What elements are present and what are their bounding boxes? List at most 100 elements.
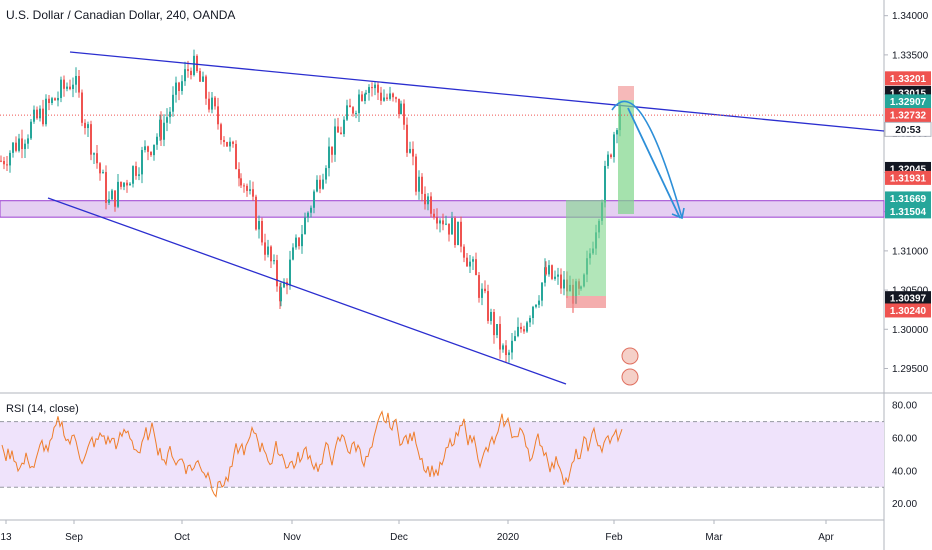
candle-body [60, 79, 62, 98]
price-tag-bg [885, 191, 931, 206]
candle-body [541, 282, 543, 301]
candle-body [322, 179, 324, 189]
candle-body [87, 124, 89, 129]
candle-body [526, 322, 528, 332]
candle-body [514, 336, 516, 341]
candle-body [301, 234, 303, 247]
price-tag: 1.33201 [885, 71, 931, 86]
x-tick-label: 13 [0, 532, 12, 543]
x-tick-label: Mar [705, 532, 723, 543]
candle-body [223, 139, 225, 143]
candle-body [298, 237, 300, 247]
price-tag: 1.31931 [885, 170, 931, 185]
candle-body [427, 196, 429, 205]
candle-body [120, 181, 122, 187]
price-tag-label: 1.32907 [890, 97, 927, 108]
candle-body [264, 242, 266, 255]
rsi-tick-label: 40.00 [892, 466, 917, 477]
candle-body [517, 326, 519, 337]
candle-body [523, 329, 525, 332]
candle-body [616, 130, 618, 135]
event-icon-flag [621, 368, 639, 386]
candle-body [249, 189, 251, 191]
candle-body [270, 246, 272, 262]
price-tag-bg [885, 204, 931, 219]
candle-body [220, 124, 222, 140]
candle-body [368, 87, 370, 93]
candle-body [604, 165, 606, 203]
price-tag-bg [884, 121, 932, 137]
candle-body [557, 274, 559, 277]
candle-body [48, 98, 50, 104]
x-tick-label: Dec [390, 532, 408, 543]
candle-body [310, 207, 312, 213]
rsi-band [0, 421, 884, 488]
candle-body [460, 221, 462, 247]
candle-body [129, 183, 131, 186]
candle-body [493, 311, 495, 336]
candle-body [307, 212, 309, 218]
candle-body [548, 265, 550, 275]
price-tag-bg [885, 108, 931, 123]
support-zone [0, 200, 885, 218]
candle-body [374, 84, 376, 89]
candle-body [613, 134, 615, 158]
price-tag-label: 1.30397 [890, 294, 927, 305]
candle-body [418, 176, 420, 192]
candle-body [15, 142, 17, 151]
candle-body [235, 143, 237, 170]
price-tag: 20:53 [884, 121, 932, 137]
price-tag: 1.30240 [885, 303, 931, 318]
long-position-loss [566, 296, 606, 308]
candle-body [126, 182, 128, 186]
price-tag-label: 1.31669 [890, 194, 927, 205]
candle-body [610, 154, 612, 158]
candle-body [607, 154, 609, 166]
candle-body [364, 93, 366, 102]
candle-body [90, 124, 92, 155]
y-tick-label: 1.30000 [892, 325, 929, 336]
price-tag: 1.30397 [885, 291, 931, 306]
price-tag-label: 1.33201 [890, 74, 927, 85]
candle-body [84, 122, 86, 129]
candle-body [545, 267, 547, 275]
price-tag: 1.31669 [885, 191, 931, 206]
candle-body [499, 323, 501, 350]
candle-body [39, 108, 41, 119]
candle-body [535, 304, 537, 307]
candle-body [472, 259, 474, 262]
candle-body [445, 223, 447, 225]
upper-trendline [69, 51, 885, 132]
forecast-arrow [627, 107, 681, 219]
candle-body [267, 246, 269, 255]
candle-body [380, 92, 382, 101]
candle-body [424, 193, 426, 205]
candle-body [156, 136, 158, 145]
candle-body [398, 98, 400, 115]
candle-body [96, 153, 98, 164]
candle-body [135, 166, 137, 176]
candle-body [27, 138, 29, 144]
price-tag-bg [885, 170, 931, 185]
y-tick-label: 1.34000 [892, 11, 929, 22]
price-tag-label: 1.33015 [890, 88, 927, 99]
x-tick-label: Sep [65, 532, 83, 543]
candle-body [487, 291, 489, 321]
candle-body [421, 176, 423, 194]
candle-body [433, 213, 435, 218]
candle-body [439, 220, 441, 224]
x-tick-label: Oct [174, 532, 190, 543]
price-tag-label: 20:53 [895, 125, 921, 136]
x-tick-label: Feb [605, 532, 623, 543]
candle-body [21, 138, 23, 150]
candle-body [430, 196, 432, 214]
rsi-tick-label: 80.00 [892, 401, 917, 412]
candle-body [355, 113, 357, 115]
short-position-loss [618, 86, 634, 100]
candle-body [361, 94, 363, 102]
candle-body [214, 97, 216, 107]
candle-body [337, 126, 339, 133]
candle-body [392, 93, 394, 98]
candle-body [226, 142, 228, 147]
